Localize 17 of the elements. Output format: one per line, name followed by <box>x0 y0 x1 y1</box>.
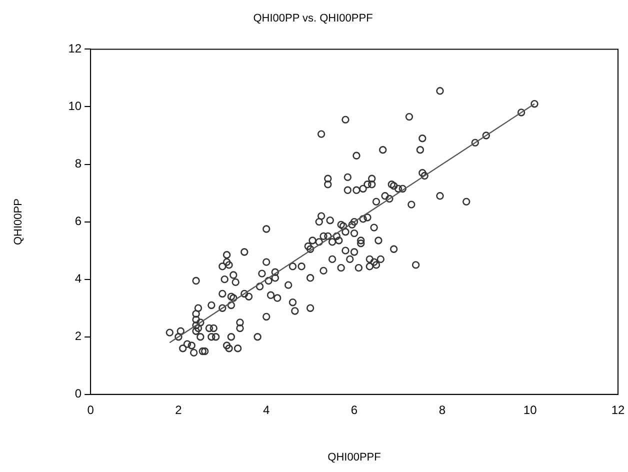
y-axis-title: QHI00PP <box>12 198 25 246</box>
x-tick-label: 6 <box>350 402 358 417</box>
x-tick-label: 0 <box>87 402 94 417</box>
x-tick-label: 12 <box>611 402 625 417</box>
y-tick-label: 0 <box>74 386 82 401</box>
x-tick-label: 10 <box>523 402 538 417</box>
y-tick-label: 4 <box>74 272 82 286</box>
x-tick-label: 4 <box>263 402 270 417</box>
y-tick-label: 2 <box>74 329 82 344</box>
x-tick-label: 2 <box>175 402 182 417</box>
y-tick-label: 8 <box>74 156 82 171</box>
x-axis-title: QHI00PPF <box>328 451 382 464</box>
chart-title: QHI00PP vs. QHI00PPF <box>253 12 374 25</box>
y-tick-label: 6 <box>74 214 82 228</box>
x-tick-label: 8 <box>438 402 446 417</box>
y-tick-label: 12 <box>68 42 82 56</box>
y-tick-label: 10 <box>68 99 82 114</box>
